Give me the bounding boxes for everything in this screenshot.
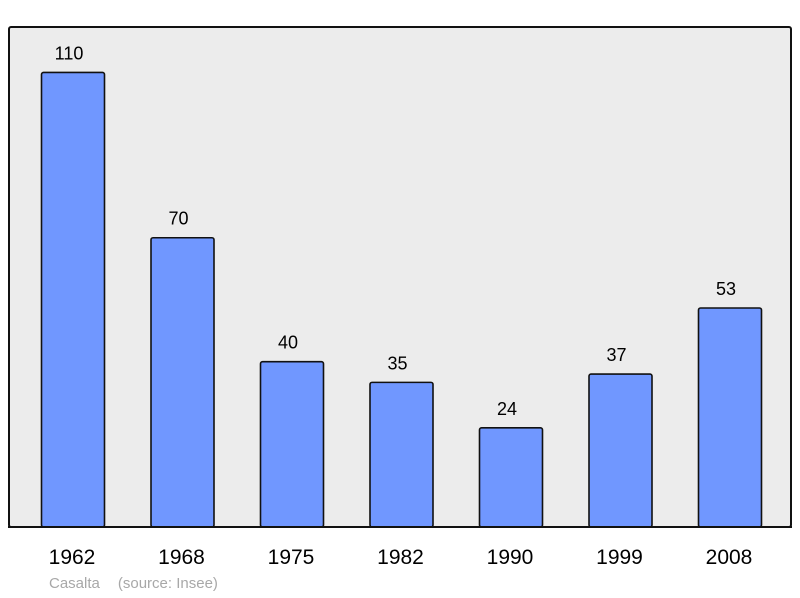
data-label-2008: 53 — [716, 279, 736, 299]
data-label-1975: 40 — [278, 333, 298, 353]
data-label-1962: 110 — [55, 43, 84, 63]
x-tick-1999: 1999 — [596, 546, 643, 569]
bars-layer — [40, 71, 763, 528]
x-tick-1975: 1975 — [268, 546, 315, 569]
bar-1968 — [150, 236, 215, 528]
chart-footer: Casalta (source: Insee) — [49, 575, 218, 592]
bar-1982 — [369, 381, 434, 528]
x-tick-labels: 1962 1968 1975 1982 1990 1999 2008 — [49, 546, 753, 569]
data-label-1999: 37 — [606, 345, 626, 365]
x-tick-1990: 1990 — [487, 546, 534, 569]
x-tick-1982: 1982 — [377, 546, 424, 569]
x-tick-2008: 2008 — [706, 546, 753, 569]
labels-layer: 110 70 40 35 24 37 53 — [55, 43, 736, 418]
data-label-1968: 70 — [168, 209, 188, 229]
bar-1999 — [588, 373, 653, 528]
x-tick-1962: 1962 — [49, 546, 96, 569]
bar-1990 — [478, 427, 544, 528]
data-label-1982: 35 — [387, 353, 407, 373]
bar-2008 — [697, 307, 763, 528]
x-tick-1968: 1968 — [158, 546, 205, 569]
place-name: Casalta — [49, 575, 100, 592]
data-label-1990: 24 — [497, 399, 517, 419]
bar-1975 — [259, 360, 325, 528]
bar-1962 — [40, 71, 106, 528]
source-note: (source: Insee) — [117, 575, 218, 592]
